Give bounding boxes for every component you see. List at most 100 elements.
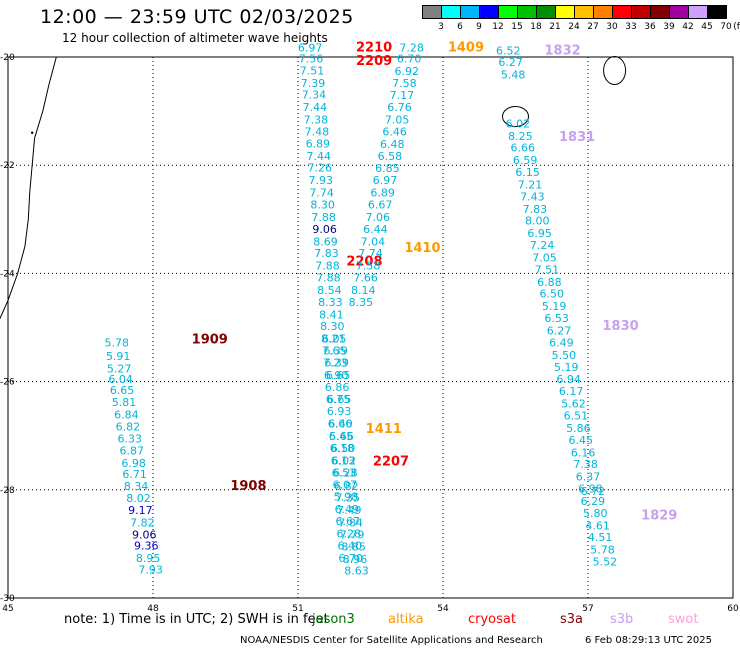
wave-height-label: 6.27 [498,56,523,69]
wave-height-label: 6.53 [544,312,569,325]
y-tick-label: -30 [0,594,15,604]
x-tick-label: 57 [582,604,593,614]
wave-height-label: 5.48 [501,69,526,82]
pass-time-label: 2209 [356,54,392,69]
legend-swatch-70 [707,5,727,19]
legend-tick-label: 9 [476,22,482,32]
wave-height-label: 6.33 [118,433,143,446]
wave-height-label: 6.90 [324,369,349,382]
legend-tick-label: 42 [682,22,694,32]
wave-height-label: 6.07 [333,479,358,492]
wave-height-label: 6.88 [537,276,562,289]
satellite-s3a: s3a [560,612,584,627]
satellite-swot: swot [668,612,699,627]
wave-height-label: 7.65 [322,345,347,358]
wave-height-label: 7.58 [392,77,417,90]
wave-height-label: 6.85 [375,162,400,175]
wave-height-label: 5.27 [107,362,132,375]
wave-height-label: 6.67 [336,515,361,528]
wave-height-label: 6.45 [569,434,594,447]
wave-height-label: 9.06 [132,528,157,541]
wave-height-label: 5.86 [566,422,591,435]
wave-height-label: 6.48 [380,138,405,151]
wave-height-label: 6.49 [549,336,574,349]
legend-tick-label: 30 [606,22,618,32]
wave-height-label: 8.33 [318,296,343,309]
wave-height-label: 6.45 [329,430,354,443]
legend-tick-label: 45 [701,22,713,32]
wave-height-label: 7.79 [340,528,365,541]
wave-height-label: 6.76 [387,101,412,114]
pass-time-label: 1909 [192,333,228,348]
wave-height-label: 7.35 [336,492,361,505]
footer-timestamp: 6 Feb 08:29:13 UTC 2025 [585,635,712,646]
pass-time-label: 2207 [373,454,409,469]
wave-height-label: 7.38 [573,458,598,471]
wave-height-label: 6.65 [326,369,351,382]
wave-height-label: 6.89 [370,187,395,200]
legend-tick-label: 3 [438,22,444,32]
wave-height-label: 6.84 [114,408,139,421]
wave-height-label: 6.71 [122,468,147,481]
wave-height-label: 5.81 [112,396,137,409]
wave-height-label: 6.39 [324,356,349,369]
wave-height-label: 7.06 [366,211,391,224]
wave-height-label: 7.23 [323,356,348,369]
wave-height-label: 6.93 [327,405,352,418]
wave-height-label: 7.28 [399,42,424,55]
wave-height-label: 6.13 [331,454,356,467]
wave-height-label: 7.82 [130,517,155,530]
wave-height-label: 6.02 [506,117,531,130]
pass-time-label: 1829 [641,509,677,524]
wave-height-label: 7.38 [304,114,329,127]
wave-height-label: 8.30 [310,198,335,211]
pass-time-label: 2210 [356,41,392,56]
satellite-jason3: jason3 [312,612,355,627]
pass-time-label: 2208 [346,254,382,269]
wave-height-label: 6.37 [576,471,601,484]
wave-height-label: 7.88 [316,272,341,285]
wave-height-label: 6.94 [556,373,581,386]
wave-height-label: 7.83 [314,247,339,260]
wave-height-label: 7.58 [356,260,381,273]
wave-height-label: 8.21 [321,333,346,346]
wave-height-label: 8.34 [124,480,149,493]
wave-height-label: 8.54 [317,284,342,297]
wave-height-label: 7.84 [338,517,363,530]
x-tick-label: 51 [292,604,303,614]
wave-height-label: 6.89 [306,137,331,150]
wave-height-label: 6.16 [571,446,596,459]
wave-height-label: 6.39 [323,345,348,358]
legend-tick-label: 36 [644,22,656,32]
wave-height-label: 9.36 [134,539,159,552]
wave-height-label: 6.97 [298,42,323,55]
wave-height-label: 6.75 [326,393,351,406]
wave-height-label: 5.80 [583,507,608,520]
wave-height-label: 7.05 [385,114,410,127]
wave-height-label: 8.25 [508,130,533,143]
wave-height-label: 7.66 [353,272,378,285]
wave-height-label: 7.51 [535,263,560,276]
wave-height-label: 7.21 [518,178,543,191]
wave-height-label: 8.69 [313,235,338,248]
pass-time-label: 1411 [366,422,402,437]
wave-height-label: 6.72 [581,485,606,498]
y-tick-label: -28 [0,486,15,496]
wave-height-label: 5.98 [334,491,359,504]
wave-height-label: 6.02 [332,454,357,467]
plot-frame [7,56,734,599]
wave-height-label: 6.70 [338,552,363,565]
wave-height-label: 6.04 [108,373,133,386]
wave-height-label: 6.50 [540,288,565,301]
wave-height-label: 5.50 [552,349,577,362]
wave-height-label: 6.98 [578,483,603,496]
wave-height-label: 6.46 [382,125,407,138]
y-tick-label: -26 [0,378,15,388]
wave-height-label: 7.93 [138,564,163,577]
note-text: note: 1) Time is in UTC; 2) SWH is in fe… [64,612,329,627]
legend-tick-label: 18 [530,22,542,32]
legend-tick-label: 15 [511,22,523,32]
coastline-madagascar [0,56,57,320]
wave-height-label: 8.95 [136,552,161,565]
